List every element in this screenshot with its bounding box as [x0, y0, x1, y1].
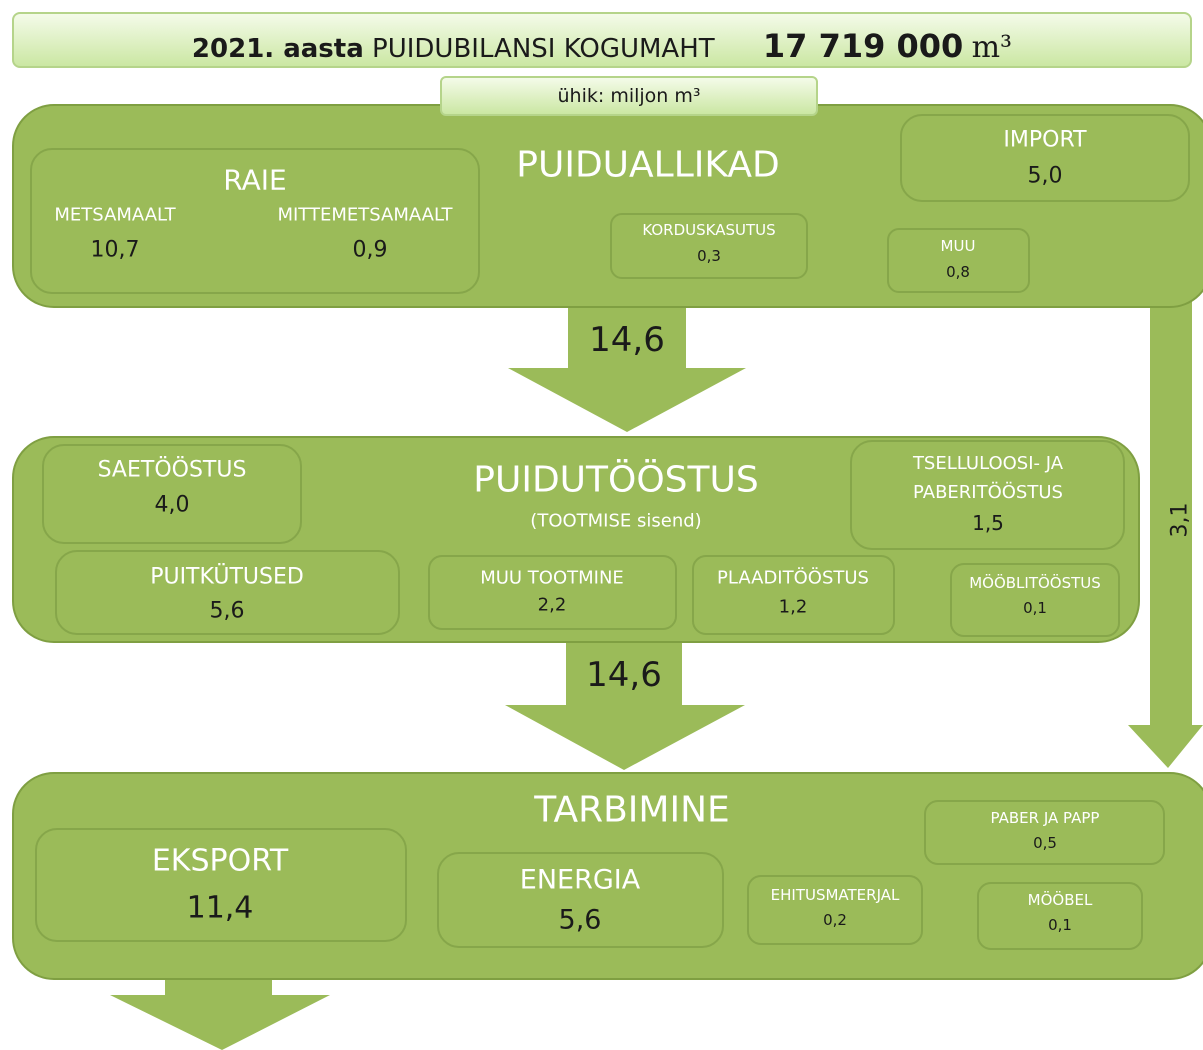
label: EKSPORT — [151, 843, 289, 879]
raie-box — [30, 148, 480, 294]
header-bar — [12, 12, 1192, 68]
panels-box — [692, 555, 895, 635]
unit-note: ühik: miljon m³ — [557, 85, 701, 107]
label: SAETÖÖSTUS — [97, 457, 247, 483]
arrow-1 — [508, 300, 746, 432]
value: 0,1 — [1023, 599, 1047, 617]
value: 0,5 — [1033, 834, 1057, 852]
energy-box — [437, 852, 724, 948]
pulp-box — [850, 440, 1125, 550]
arrow-side — [1128, 300, 1203, 768]
sources-title: PUIDUALLIKAD — [516, 144, 780, 186]
label: MITTEMETSAMAALT — [277, 204, 453, 226]
arrow-2 — [505, 638, 745, 770]
label: MUU — [940, 237, 976, 255]
other-production-box — [428, 555, 677, 630]
value: 5,6 — [558, 904, 602, 936]
paper-box — [924, 800, 1165, 865]
value: 1,2 — [778, 596, 808, 618]
label: METSAMAALT — [54, 204, 176, 226]
side-flow: 3,1 — [1167, 502, 1193, 538]
title: PUIDUBILANSI KOGUMAHT — [372, 34, 715, 64]
raie-title: RAIE — [223, 163, 287, 197]
value: 0,2 — [823, 911, 847, 929]
label: PLAADITÖÖSTUS — [717, 567, 869, 589]
label: MÖÖBLITÖÖSTUS — [969, 574, 1101, 592]
value: 0,1 — [1048, 916, 1072, 934]
value: 11,4 — [186, 890, 254, 926]
label: PUITKÜTUSED — [150, 564, 304, 590]
unit: m³ — [971, 30, 1013, 65]
export-box — [35, 828, 407, 942]
value: 1,5 — [972, 511, 1004, 535]
value: 5,0 — [1027, 163, 1063, 189]
sawmill-box — [42, 444, 302, 544]
consumption-title: TARBIMINE — [534, 789, 730, 831]
label: MUU TOOTMINE — [480, 567, 624, 589]
value: 2,2 — [537, 594, 567, 616]
furniture-industry-box — [950, 563, 1120, 637]
industry-title: PUIDUTÖÖSTUS — [473, 459, 759, 501]
flow-1: 14,6 — [589, 320, 665, 360]
reuse-box — [610, 213, 808, 279]
import-box — [900, 114, 1190, 202]
label: ENERGIA — [519, 864, 641, 896]
label: TSELLULOOSI- JA PABERITÖÖSTUS — [912, 453, 1064, 503]
other-box — [887, 228, 1030, 293]
label: MÖÖBEL — [1027, 891, 1093, 909]
building-box — [747, 875, 923, 945]
value: 0,3 — [697, 247, 721, 265]
value: 0,8 — [946, 263, 970, 281]
fuels-box — [55, 550, 400, 635]
arrow-3 — [110, 975, 330, 1050]
label: PABER JA PAPP — [990, 809, 1100, 827]
value: 10,7 — [90, 237, 140, 263]
value: 0,9 — [352, 237, 388, 263]
flow-2: 14,6 — [586, 655, 662, 695]
unit-box — [440, 76, 818, 116]
year: 2021. aasta — [191, 34, 364, 64]
value: 4,0 — [154, 492, 190, 518]
total: 17 719 000 — [762, 27, 964, 65]
value: 5,6 — [209, 598, 245, 624]
header: 2021. aasta PUIDUBILANSI KOGUMAHT 17 719… — [192, 27, 1012, 65]
label: KORDUSKASUTUS — [642, 221, 776, 239]
industry-subtitle: (TOOTMISE sisend) — [530, 510, 702, 532]
label: IMPORT — [1003, 127, 1087, 153]
label: EHITUSMATERJAL — [770, 886, 900, 904]
furniture-box — [977, 882, 1143, 950]
